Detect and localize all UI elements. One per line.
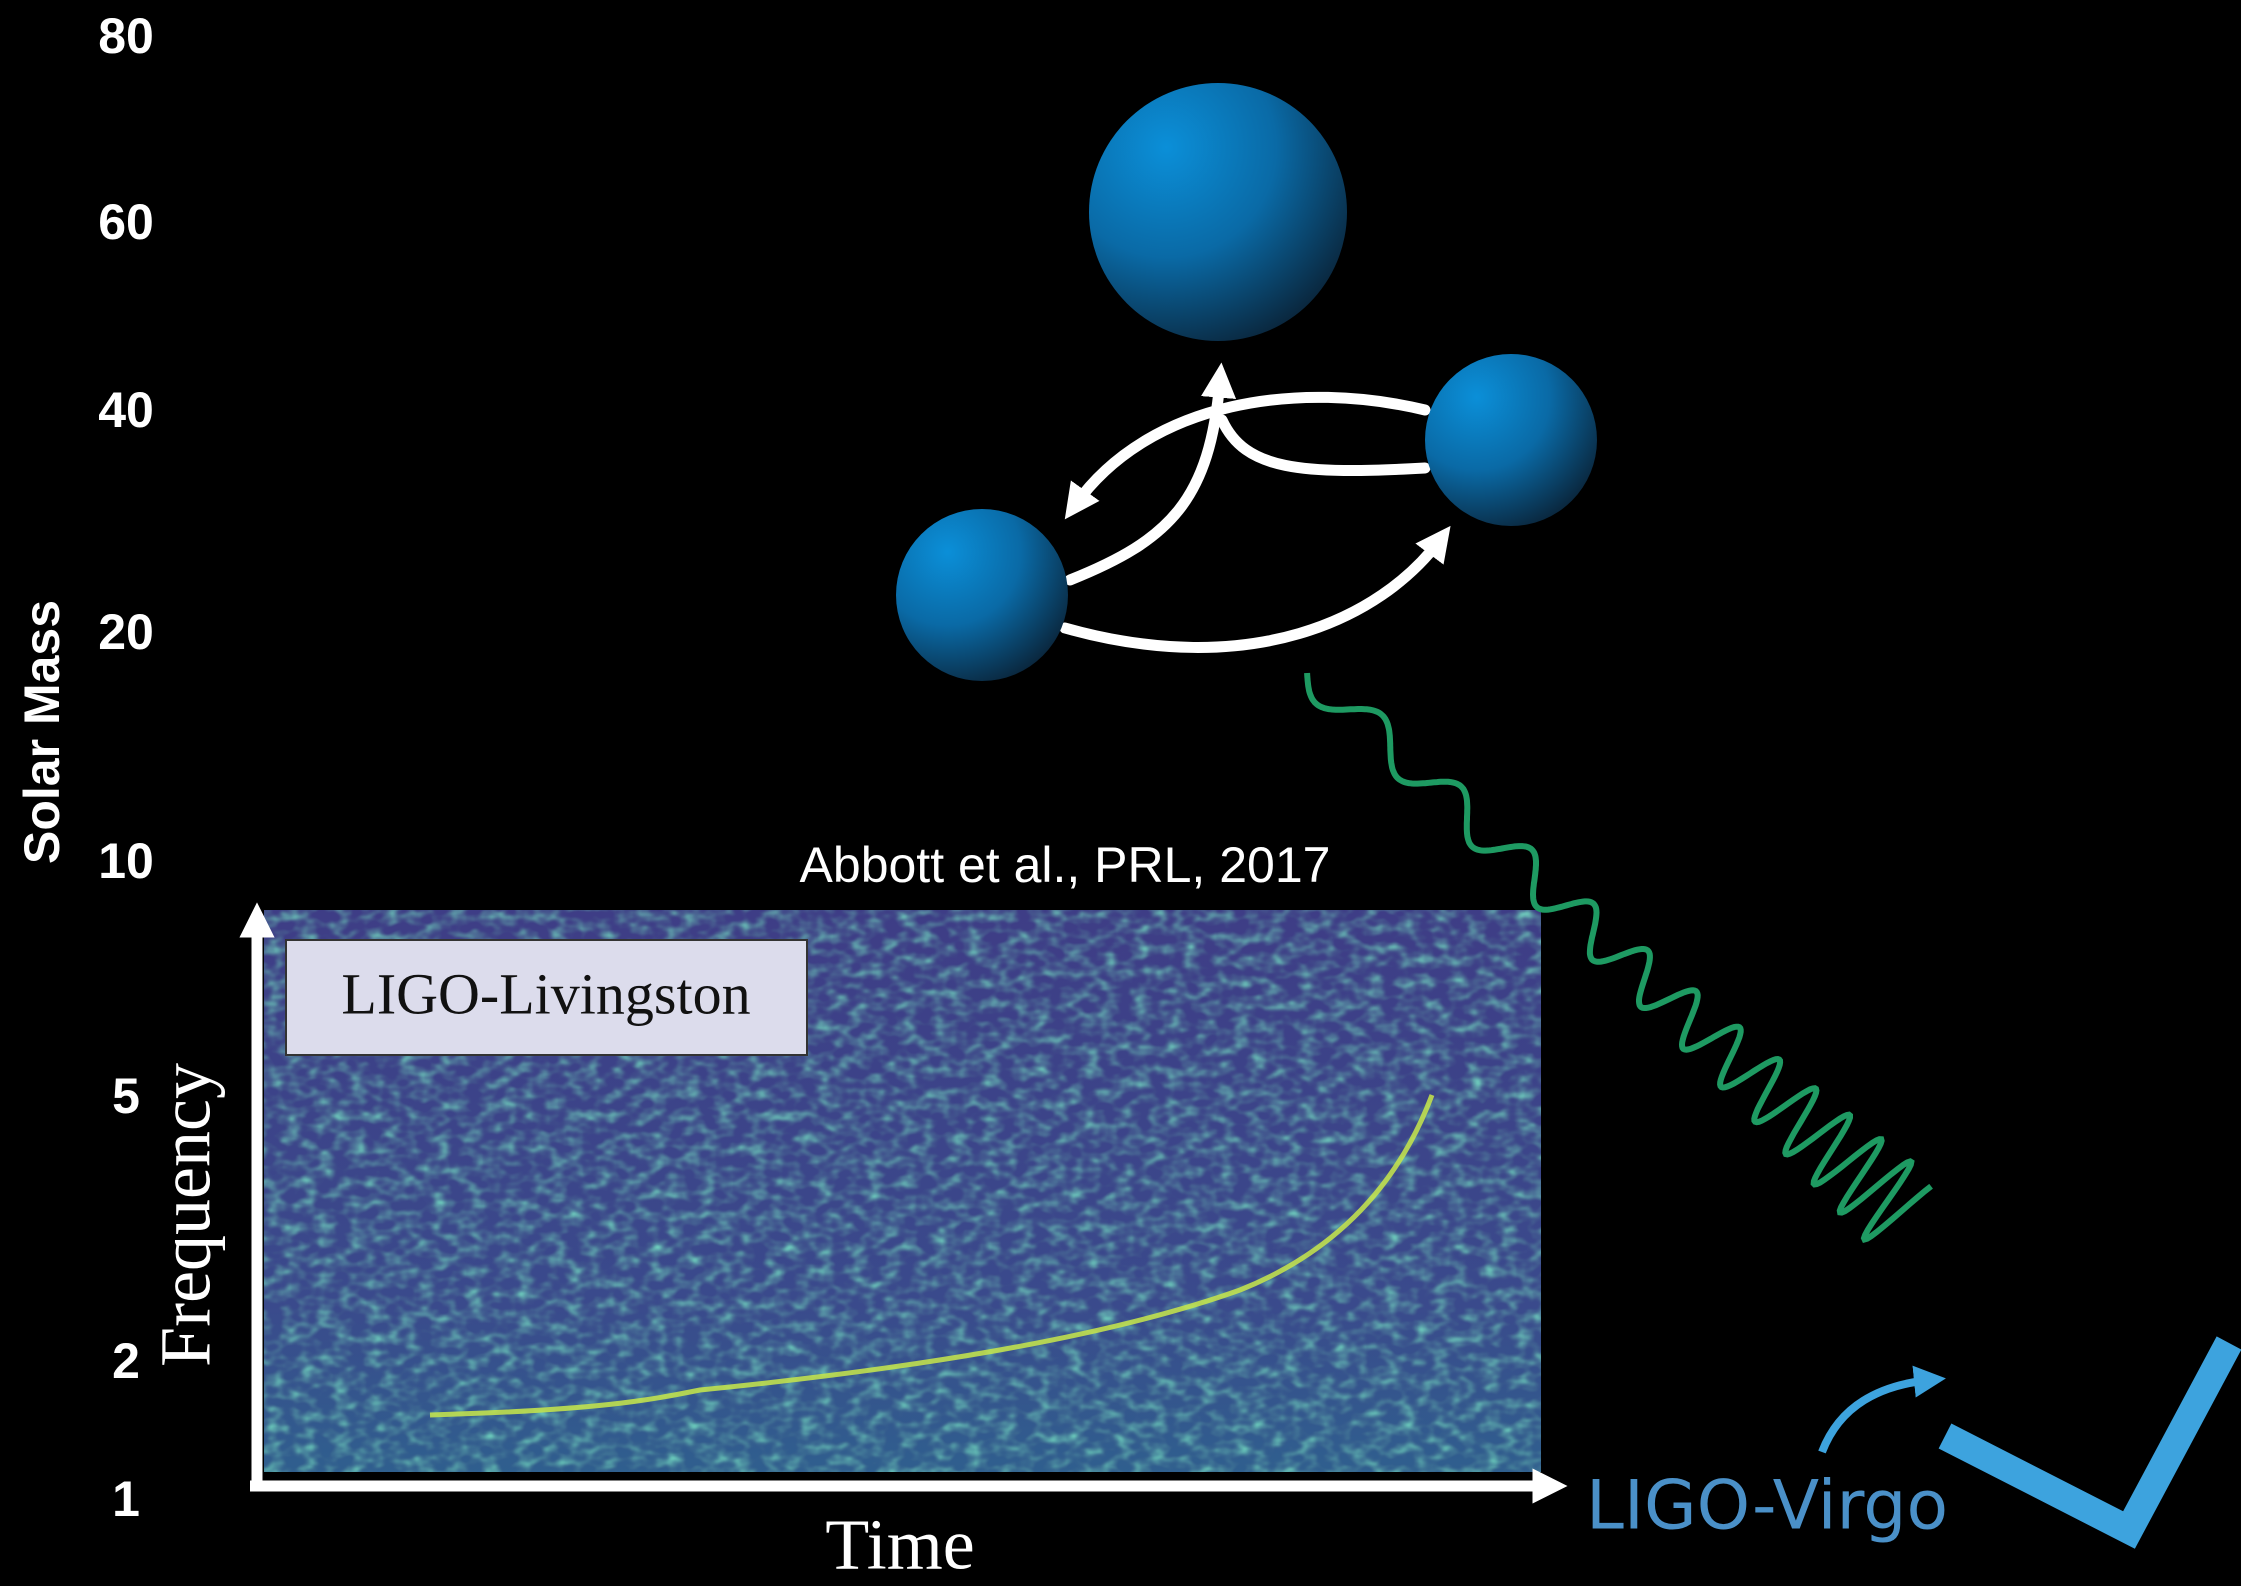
mass-tick-label: 20 (98, 604, 154, 660)
mass-tick-label: 80 (98, 8, 154, 64)
merger-arrows (1065, 380, 1440, 647)
black-hole (1425, 354, 1597, 526)
mass-tick-label: 10 (98, 833, 154, 889)
mass-tick-label: 40 (98, 382, 154, 438)
slide: Solar Mass 80 60 40 20 10 5 2 1 LIGO-Livingston… (0, 0, 2241, 1586)
remnant-black-hole (1089, 83, 1347, 341)
y-axis-label: Frequency (146, 1063, 226, 1367)
black-hole (896, 509, 1068, 681)
detector-label: LIGO-Livingston (341, 961, 750, 1026)
x-axis-label: Time (825, 1505, 974, 1585)
curved-arrow (1822, 1380, 1930, 1452)
mass-tick-label: 60 (98, 194, 154, 250)
network-label: LIGO-Virgo (1586, 1467, 1948, 1546)
checkmark (1945, 1343, 2229, 1530)
mass-axis-label: Solar Mass (14, 600, 70, 864)
spectrogram: LIGO-Livingston (264, 910, 1541, 1472)
mass-tick-label: 5 (112, 1068, 140, 1124)
citation: Abbott et al., PRL, 2017 (800, 837, 1331, 893)
mass-tick-label: 1 (112, 1471, 140, 1527)
mass-tick-label: 2 (112, 1333, 140, 1389)
